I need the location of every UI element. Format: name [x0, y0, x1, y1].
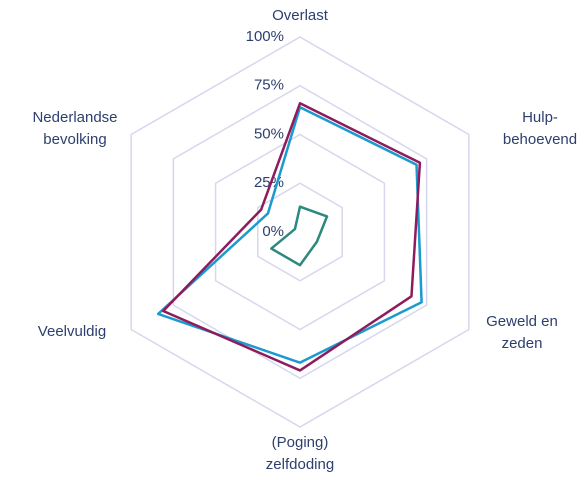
- series-line: [270, 205, 329, 267]
- series-line: [161, 102, 422, 372]
- axis-label: (Poging): [272, 434, 329, 451]
- axis-label: behoevend: [503, 131, 577, 148]
- axis-label: Veelvuldig: [38, 323, 106, 340]
- axis-label: Geweld en: [486, 313, 558, 330]
- grid-ring: [130, 36, 470, 428]
- series-line: [156, 105, 423, 364]
- grid-ring: [214, 133, 386, 331]
- axis-label: zelfdoding: [266, 456, 334, 473]
- r-tick-label: 50%: [254, 125, 284, 142]
- grid-ring: [172, 84, 428, 380]
- r-tick-label: 75%: [254, 77, 284, 94]
- r-tick-label: 100%: [246, 28, 284, 45]
- axis-label: Nederlandse: [32, 109, 117, 126]
- r-tick-label: 0%: [262, 223, 284, 240]
- axis-label: Hulp-: [522, 109, 558, 126]
- axis-label: Overlast: [272, 7, 329, 24]
- grid-ring: [257, 182, 343, 282]
- axis-label: bevolking: [43, 131, 106, 148]
- axis-label: zeden: [502, 335, 543, 352]
